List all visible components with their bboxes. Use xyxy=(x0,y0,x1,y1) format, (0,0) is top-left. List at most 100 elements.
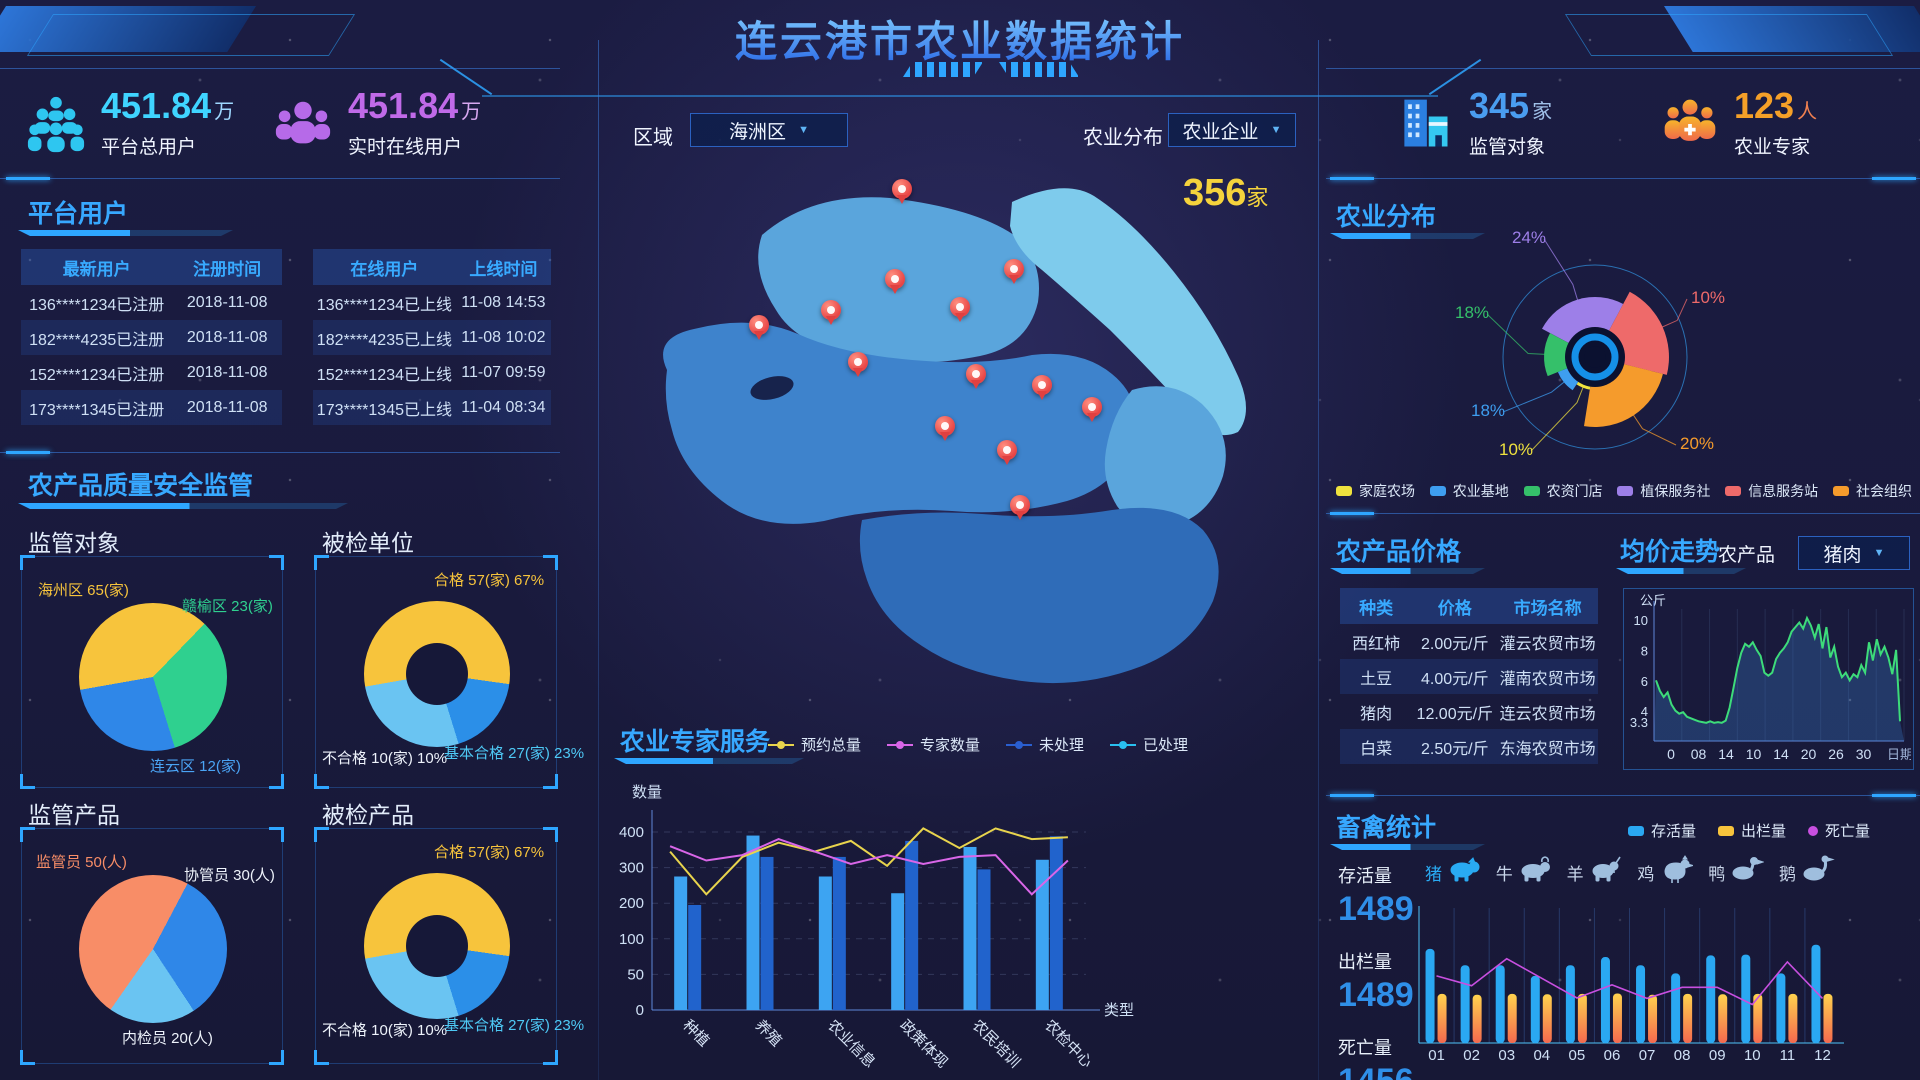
map-pin[interactable] xyxy=(1010,495,1030,521)
divider-accent xyxy=(1330,512,1374,515)
animal-tab-鸭[interactable]: 鸭 xyxy=(1708,855,1765,885)
divider xyxy=(0,178,560,179)
dist-select[interactable]: 农业企业 ▼ xyxy=(1168,113,1296,147)
category-label: 政策体现 xyxy=(896,1017,950,1071)
map-pin[interactable] xyxy=(1032,375,1052,401)
animal-tab-猪[interactable]: 猪 xyxy=(1425,855,1481,885)
legend-item[interactable]: 社会组织 xyxy=(1832,481,1912,501)
region-select-value: 海洲区 xyxy=(729,121,787,143)
legend-item[interactable]: 家庭农场 xyxy=(1336,481,1415,501)
chart-title-supervised-products: 监管产品 xyxy=(28,802,120,828)
divider xyxy=(0,452,560,453)
svg-text:类型: 类型 xyxy=(1104,1002,1134,1019)
animal-label: 鸭 xyxy=(1708,865,1726,884)
section-title-underline xyxy=(614,758,804,764)
stat-supervised: 345 家 监管对象 xyxy=(1395,88,1552,159)
rose-percent-label: 20% xyxy=(1680,434,1714,453)
stat-value: 345 家 xyxy=(1469,85,1553,126)
animal-tab-羊[interactable]: 羊 xyxy=(1567,855,1623,885)
animal-tab-鸡[interactable]: 鸡 xyxy=(1637,855,1694,885)
category-label: 种植 xyxy=(679,1017,712,1050)
bar-已处理 xyxy=(891,893,905,1010)
column-header: 种类 xyxy=(1359,598,1394,618)
region-label: 区域 xyxy=(633,127,673,149)
table-row: 173****1345已注册 2018-11-08 xyxy=(21,390,282,425)
legend-item[interactable]: 农业基地 xyxy=(1429,481,1509,501)
duck-icon xyxy=(1732,857,1765,880)
map-pin[interactable] xyxy=(1082,397,1102,423)
svg-text:02: 02 xyxy=(1463,1047,1480,1064)
legend-item[interactable]: 农资门店 xyxy=(1523,481,1603,501)
table-cell: 土豆 xyxy=(1360,670,1393,688)
divider-accent xyxy=(1872,794,1916,797)
map-pin[interactable] xyxy=(997,440,1017,466)
corner-bracket xyxy=(269,827,284,842)
product-select[interactable]: 猪肉 ▼ xyxy=(1798,536,1910,570)
distribution-rose-chart: 24% 10% 20% 10% 18% 18% xyxy=(1455,228,1725,459)
bar-已处理 xyxy=(818,876,832,1010)
legend-label: 社会组织 xyxy=(1855,483,1912,499)
svg-text:8: 8 xyxy=(1641,643,1648,658)
map-pin[interactable] xyxy=(935,416,955,442)
livestock-stat-value: 1489 xyxy=(1338,890,1414,928)
svg-text:0: 0 xyxy=(636,1002,644,1019)
chevron-down-icon: ▼ xyxy=(798,124,809,136)
bar-已处理 xyxy=(674,876,688,1010)
table-row: 猪肉 12.00元/斤 连云农贸市场 xyxy=(1340,694,1598,729)
table-row: 182****4235已上线 11-08 10:02 xyxy=(313,320,551,355)
pie-slice-label: 合格 57(家) 67% xyxy=(434,572,545,589)
legend-item[interactable]: 死亡量 xyxy=(1808,820,1870,841)
legend-item[interactable]: 植保服务社 xyxy=(1617,481,1710,501)
table-cell: 152****1234已上线 xyxy=(316,366,452,384)
divider xyxy=(1326,68,1920,69)
legend-item[interactable]: 信息服务站 xyxy=(1725,481,1818,501)
divider-accent xyxy=(1872,177,1916,180)
map-pin[interactable] xyxy=(848,352,868,378)
legend-item[interactable]: 未处理 xyxy=(1006,734,1084,755)
pig-icon xyxy=(1450,857,1480,882)
section-title-underline xyxy=(1330,844,1485,850)
map-pin[interactable] xyxy=(821,300,841,326)
table-cell: 11-07 09:59 xyxy=(461,363,546,381)
legend-item[interactable]: 存活量 xyxy=(1628,820,1696,841)
animal-tab-鹅[interactable]: 鹅 xyxy=(1779,855,1835,885)
rose-percent-label: 24% xyxy=(1512,228,1546,247)
category-label: 农业信息 xyxy=(824,1017,878,1071)
legend-item[interactable]: 出栏量 xyxy=(1718,820,1786,841)
animal-tab-牛[interactable]: 牛 xyxy=(1496,855,1552,885)
map-pin[interactable] xyxy=(885,269,905,295)
region-select[interactable]: 海洲区 ▼ xyxy=(690,113,848,147)
chevron-down-icon: ▼ xyxy=(1270,124,1282,136)
pie-slice-label: 基本合格 27(家) 23% xyxy=(444,745,585,762)
chart-box-inspected-units: 合格 57(家) 67% 基本合格 27(家) 23% 不合格 10(家) 10% xyxy=(314,555,584,789)
product-select-value: 猪肉 xyxy=(1823,544,1862,566)
corner-bracket xyxy=(543,827,558,842)
svg-text:08: 08 xyxy=(1691,746,1707,762)
chart-title-inspected-units: 被检单位 xyxy=(322,530,414,556)
svg-text:6: 6 xyxy=(1641,674,1648,689)
bar-未处理 xyxy=(977,869,991,1010)
map-pin[interactable] xyxy=(892,179,912,205)
table-header: 在线用户 上线时间 xyxy=(313,249,551,285)
legend-item[interactable]: 专家数量 xyxy=(887,734,980,755)
corner-bracket xyxy=(20,827,35,842)
map-pin[interactable] xyxy=(1004,259,1024,285)
bar-未处理 xyxy=(760,856,774,1010)
map-pin[interactable] xyxy=(950,297,970,323)
table-cell: 11-08 10:02 xyxy=(461,328,546,346)
svg-text:10: 10 xyxy=(1746,746,1762,762)
legend-item[interactable]: 已处理 xyxy=(1110,734,1188,755)
svg-text:06: 06 xyxy=(1604,1047,1621,1064)
rose-percent-label: 10% xyxy=(1499,440,1533,459)
building-icon xyxy=(1404,99,1448,146)
table-row: 152****1234已上线 11-07 09:59 xyxy=(313,355,551,390)
online-table: 在线用户 上线时间 136****1234已上线 11-08 14:53 182****… xyxy=(313,249,551,425)
divider-accent xyxy=(1330,794,1374,797)
legend-label: 家庭农场 xyxy=(1359,483,1415,499)
map-pin[interactable] xyxy=(749,315,769,341)
bar-未处理 xyxy=(1049,836,1063,1010)
table-cell: 2018-11-08 xyxy=(186,398,268,416)
line-预约总量 xyxy=(669,827,1068,896)
map-pin[interactable] xyxy=(966,364,986,390)
legend-item[interactable]: 预约总量 xyxy=(768,734,861,755)
